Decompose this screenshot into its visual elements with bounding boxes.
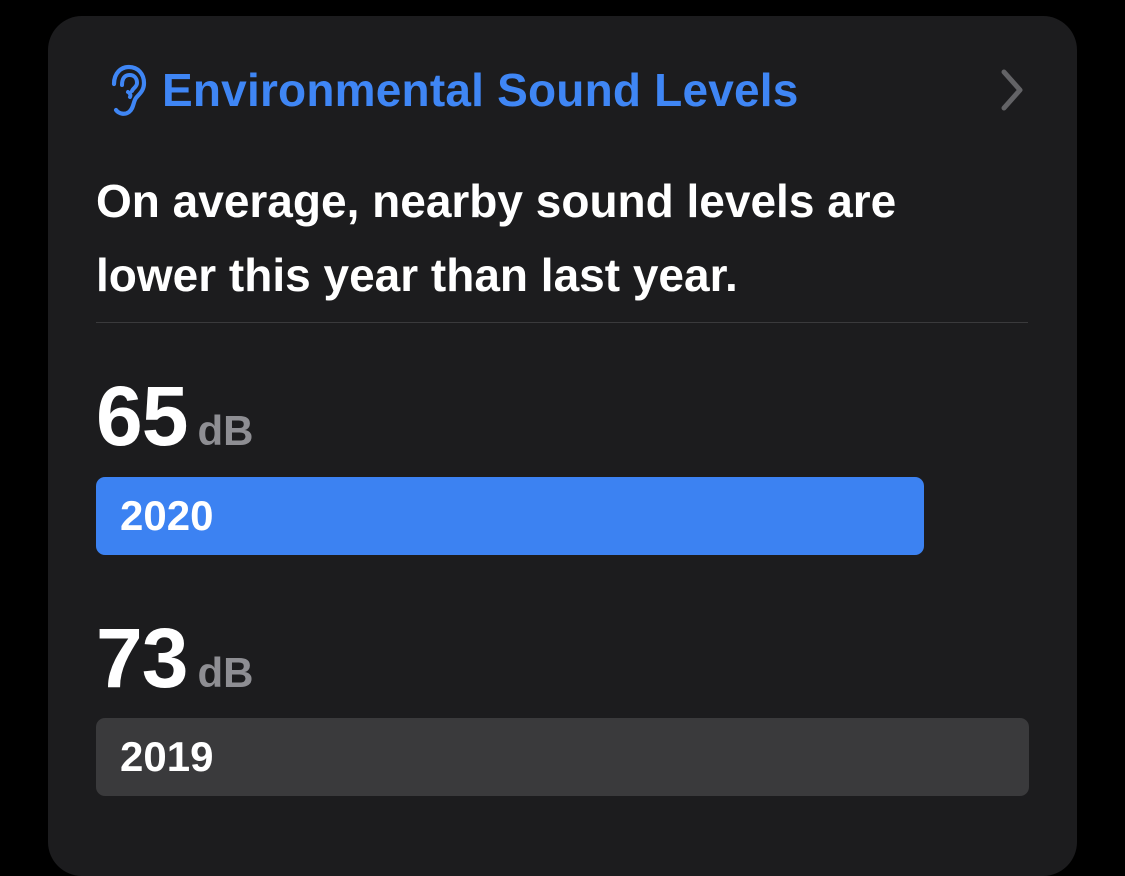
reading-2020: 65 dB xyxy=(96,368,253,465)
reading-unit: dB xyxy=(197,649,254,696)
bar-2019: 2019 xyxy=(96,718,1029,796)
bar-track-2019: 2019 xyxy=(96,718,1029,796)
bar-year-label: 2019 xyxy=(120,733,214,780)
summary-text: On average, nearby sound levels are lowe… xyxy=(96,175,897,301)
ear-icon xyxy=(104,62,150,118)
card-title: Environmental Sound Levels xyxy=(162,64,799,116)
chevron-right-icon[interactable] xyxy=(999,68,1027,112)
bar-track-2020: 2020 xyxy=(96,477,1029,555)
reading-unit: dB xyxy=(197,407,254,454)
card-header[interactable]: Environmental Sound Levels xyxy=(104,60,1027,120)
divider xyxy=(96,322,1028,323)
bar-2020: 2020 xyxy=(96,477,924,555)
reading-value: 73 xyxy=(96,611,188,705)
bar-year-label: 2020 xyxy=(120,492,214,539)
reading-value: 65 xyxy=(96,369,188,463)
reading-2019: 73 dB xyxy=(96,610,253,707)
environmental-sound-levels-card[interactable]: Environmental Sound Levels On average, n… xyxy=(48,16,1077,876)
